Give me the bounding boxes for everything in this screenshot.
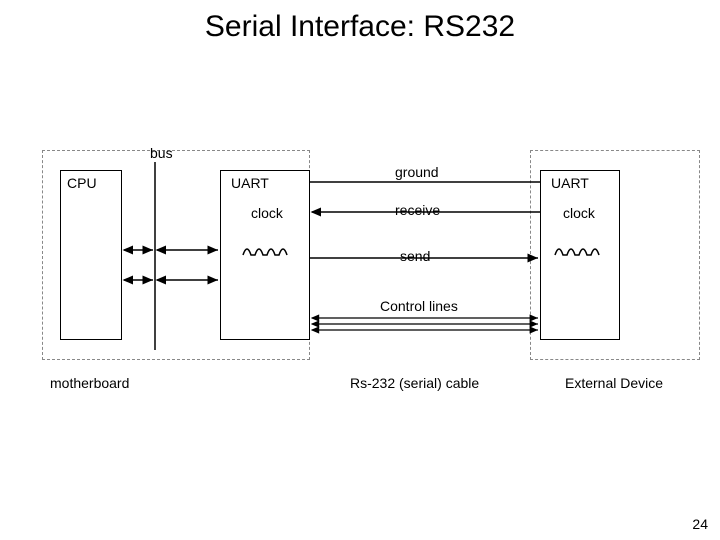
uart-left-label: UART — [231, 175, 269, 191]
external-device-label: External Device — [565, 375, 663, 391]
page-number: 24 — [692, 516, 708, 532]
cpu-box: CPU — [60, 170, 122, 340]
uart-right-box: UART clock — [540, 170, 620, 340]
ground-label: ground — [395, 164, 439, 180]
page-title: Serial Interface: RS232 — [0, 10, 720, 44]
uart-left-box: UART clock — [220, 170, 310, 340]
cpu-label: CPU — [67, 175, 97, 191]
control-lines-label: Control lines — [380, 298, 458, 314]
waveform-right-icon — [553, 241, 613, 261]
cable-label: Rs-232 (serial) cable — [350, 375, 479, 391]
uart-right-label: UART — [551, 175, 589, 191]
bus-label: bus — [150, 145, 173, 161]
waveform-left-icon — [241, 241, 301, 261]
clock-right-label: clock — [563, 205, 595, 221]
send-label: send — [400, 248, 430, 264]
motherboard-label: motherboard — [50, 375, 129, 391]
receive-label: receive — [395, 202, 440, 218]
clock-left-label: clock — [251, 205, 283, 221]
